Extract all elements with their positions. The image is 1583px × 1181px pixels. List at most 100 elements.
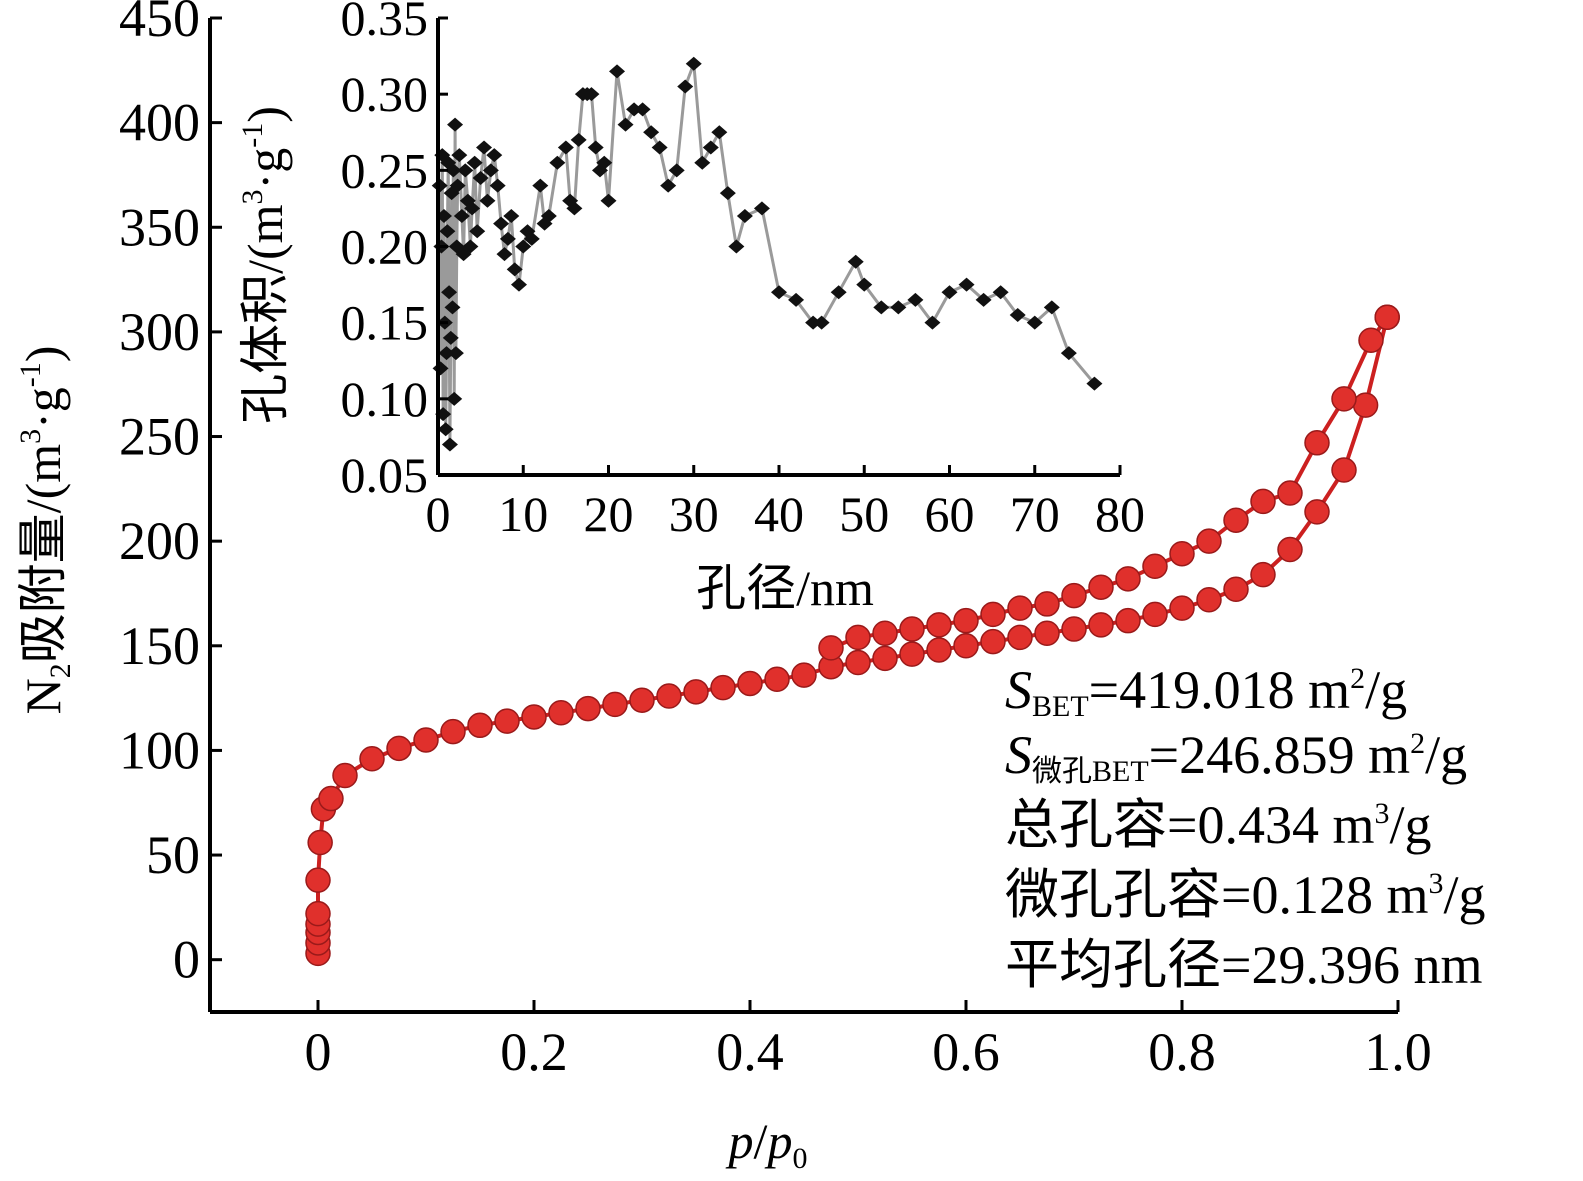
pore-volume-point [499,231,516,246]
pore-volume-point [596,155,613,170]
inset-x-tick-label: 60 [925,486,975,542]
pore-volume-point [449,178,466,193]
pore-volume-point [453,209,470,224]
pore-volume-point [992,285,1009,300]
pore-volume-point [847,254,864,269]
pore-volume-point [442,330,459,345]
isotherm-adsorption-point [413,727,439,753]
main-x-tick-label: 0 [305,1022,332,1082]
inset-y-axis-title: 孔体积/(m3·g-1) [236,106,293,424]
y-title-n-sub: 2 [44,663,77,678]
isotherm-adsorption-point [1169,595,1195,621]
pore-volume-point [532,178,549,193]
isotherm-desorption-point [1007,595,1033,621]
pore-volume-point [457,163,474,178]
y-title-sup-1: -1 [14,362,47,387]
isotherm-adsorption-point [602,691,628,718]
main-y-tick-label: 350 [119,197,200,257]
isotherm-adsorption-point [305,867,331,893]
pore-volume-line [438,63,1096,445]
inset-y-tick-label: 0.05 [341,447,429,503]
main-x-tick-label: 0.2 [500,1022,568,1082]
isotherm-adsorption-point [467,712,493,739]
pore-volume-point [694,155,711,170]
stats-annotation: SBET=419.018 m2/g S微孔BET=246.859 m2/g 总孔… [1005,660,1485,995]
pore-volume-point [685,56,702,71]
pore-volume-point [728,239,745,254]
isotherm-adsorption-point [1196,587,1222,613]
pore-volume-point [856,277,873,292]
stat-smicro-sub: 微孔BET [1032,755,1149,788]
x-title-p2: p [764,1113,792,1169]
main-tick-labels: 0 0.2 0.4 0.6 0.8 1.0050100150200250300350400… [119,0,1432,1082]
x-title-slash: / [754,1113,768,1169]
stat-total-pore-label: 总孔容=0.434 m [1005,795,1374,855]
pore-volume-point [540,209,557,224]
pore-volume-point [441,437,458,452]
inset-pore-size-plot: 0 10 20 30 40 50 60 70 80 0.05 0.10 0.15 0.20 0.25 0.3… [341,0,1146,542]
x-title-p: p [726,1113,754,1169]
pore-volume-point [643,125,660,140]
isotherm-adsorption-point [318,785,344,812]
main-axes [208,16,1400,1014]
pore-volume-point [437,422,454,437]
pore-volume-point [651,140,668,155]
pore-volume-point [441,285,458,300]
inset-x-tick-label: 50 [839,486,889,542]
pore-volume-point [677,79,694,94]
y-title-g: ·g [15,387,71,429]
inset-x-tick-label: 30 [669,486,719,542]
isotherm-desorption-point [1088,574,1114,600]
isotherm-adsorption-point [656,683,682,709]
pore-volume-point [438,346,455,361]
pore-volume-point [753,201,770,216]
pore-volume-point [510,277,527,292]
isotherm-desorption-point [1061,582,1087,609]
stat-sbet-symbol: S [1005,660,1032,720]
pore-volume-point [617,117,634,132]
isotherm-adsorption-point [953,633,979,659]
pore-volume-point [587,140,604,155]
x-title-sub: 0 [792,1142,807,1175]
isotherm-adsorption-point [1223,576,1249,603]
y-title-main: 吸附量/(m [15,444,71,664]
main-x-tick-label: 0.4 [716,1022,784,1082]
pore-volume-point [496,247,513,262]
pore-volume-point [476,140,493,155]
inset-x-tick-label: 0 [426,486,451,542]
main-y-axis-title: N2吸附量/(m3·g-1) [14,346,77,715]
isotherm-desorption-point [818,635,844,661]
inset-series-markers [431,56,1103,452]
pore-volume-point [873,300,890,315]
inset-y-title-sup-1: -1 [236,123,269,148]
isotherm-desorption-point [926,612,952,638]
stat-micro-pore-volume: 微孔孔容=0.128 m3/g [1005,865,1485,925]
main-y-tick-label: 250 [119,407,200,467]
pore-volume-point [549,155,566,170]
inset-x-tick-label: 80 [1095,486,1145,542]
pore-volume-point [907,292,924,307]
isotherm-adsorption-point [1088,612,1114,638]
y-title-sup3: 3 [14,429,47,444]
isotherm-desorption-point [980,601,1006,628]
pore-volume-point [941,285,958,300]
isotherm-adsorption-point [980,628,1006,655]
pore-volume-point [570,132,587,147]
main-isotherm-plot: 0 0.2 0.4 0.6 0.8 1.0050100150200250300350400… [119,0,1432,1082]
isotherm-adsorption-point [845,649,871,676]
pore-volume-point [439,224,456,239]
stat-smicro-value: =246.859 m [1149,725,1410,785]
isotherm-adsorption-point [305,900,331,927]
main-series-markers [305,304,1400,967]
main-x-tick-label: 0.8 [1148,1022,1216,1082]
pore-volume-point [462,239,479,254]
y-title-close: ) [15,346,71,363]
isotherm-adsorption-point [629,687,655,713]
pore-volume-point [466,155,483,170]
main-y-tick-label: 150 [119,616,200,676]
inset-y-title-close: ) [237,106,293,123]
pore-volume-point [445,163,462,178]
inset-x-tick-label: 20 [584,486,634,542]
isotherm-adsorption-point [521,704,547,730]
